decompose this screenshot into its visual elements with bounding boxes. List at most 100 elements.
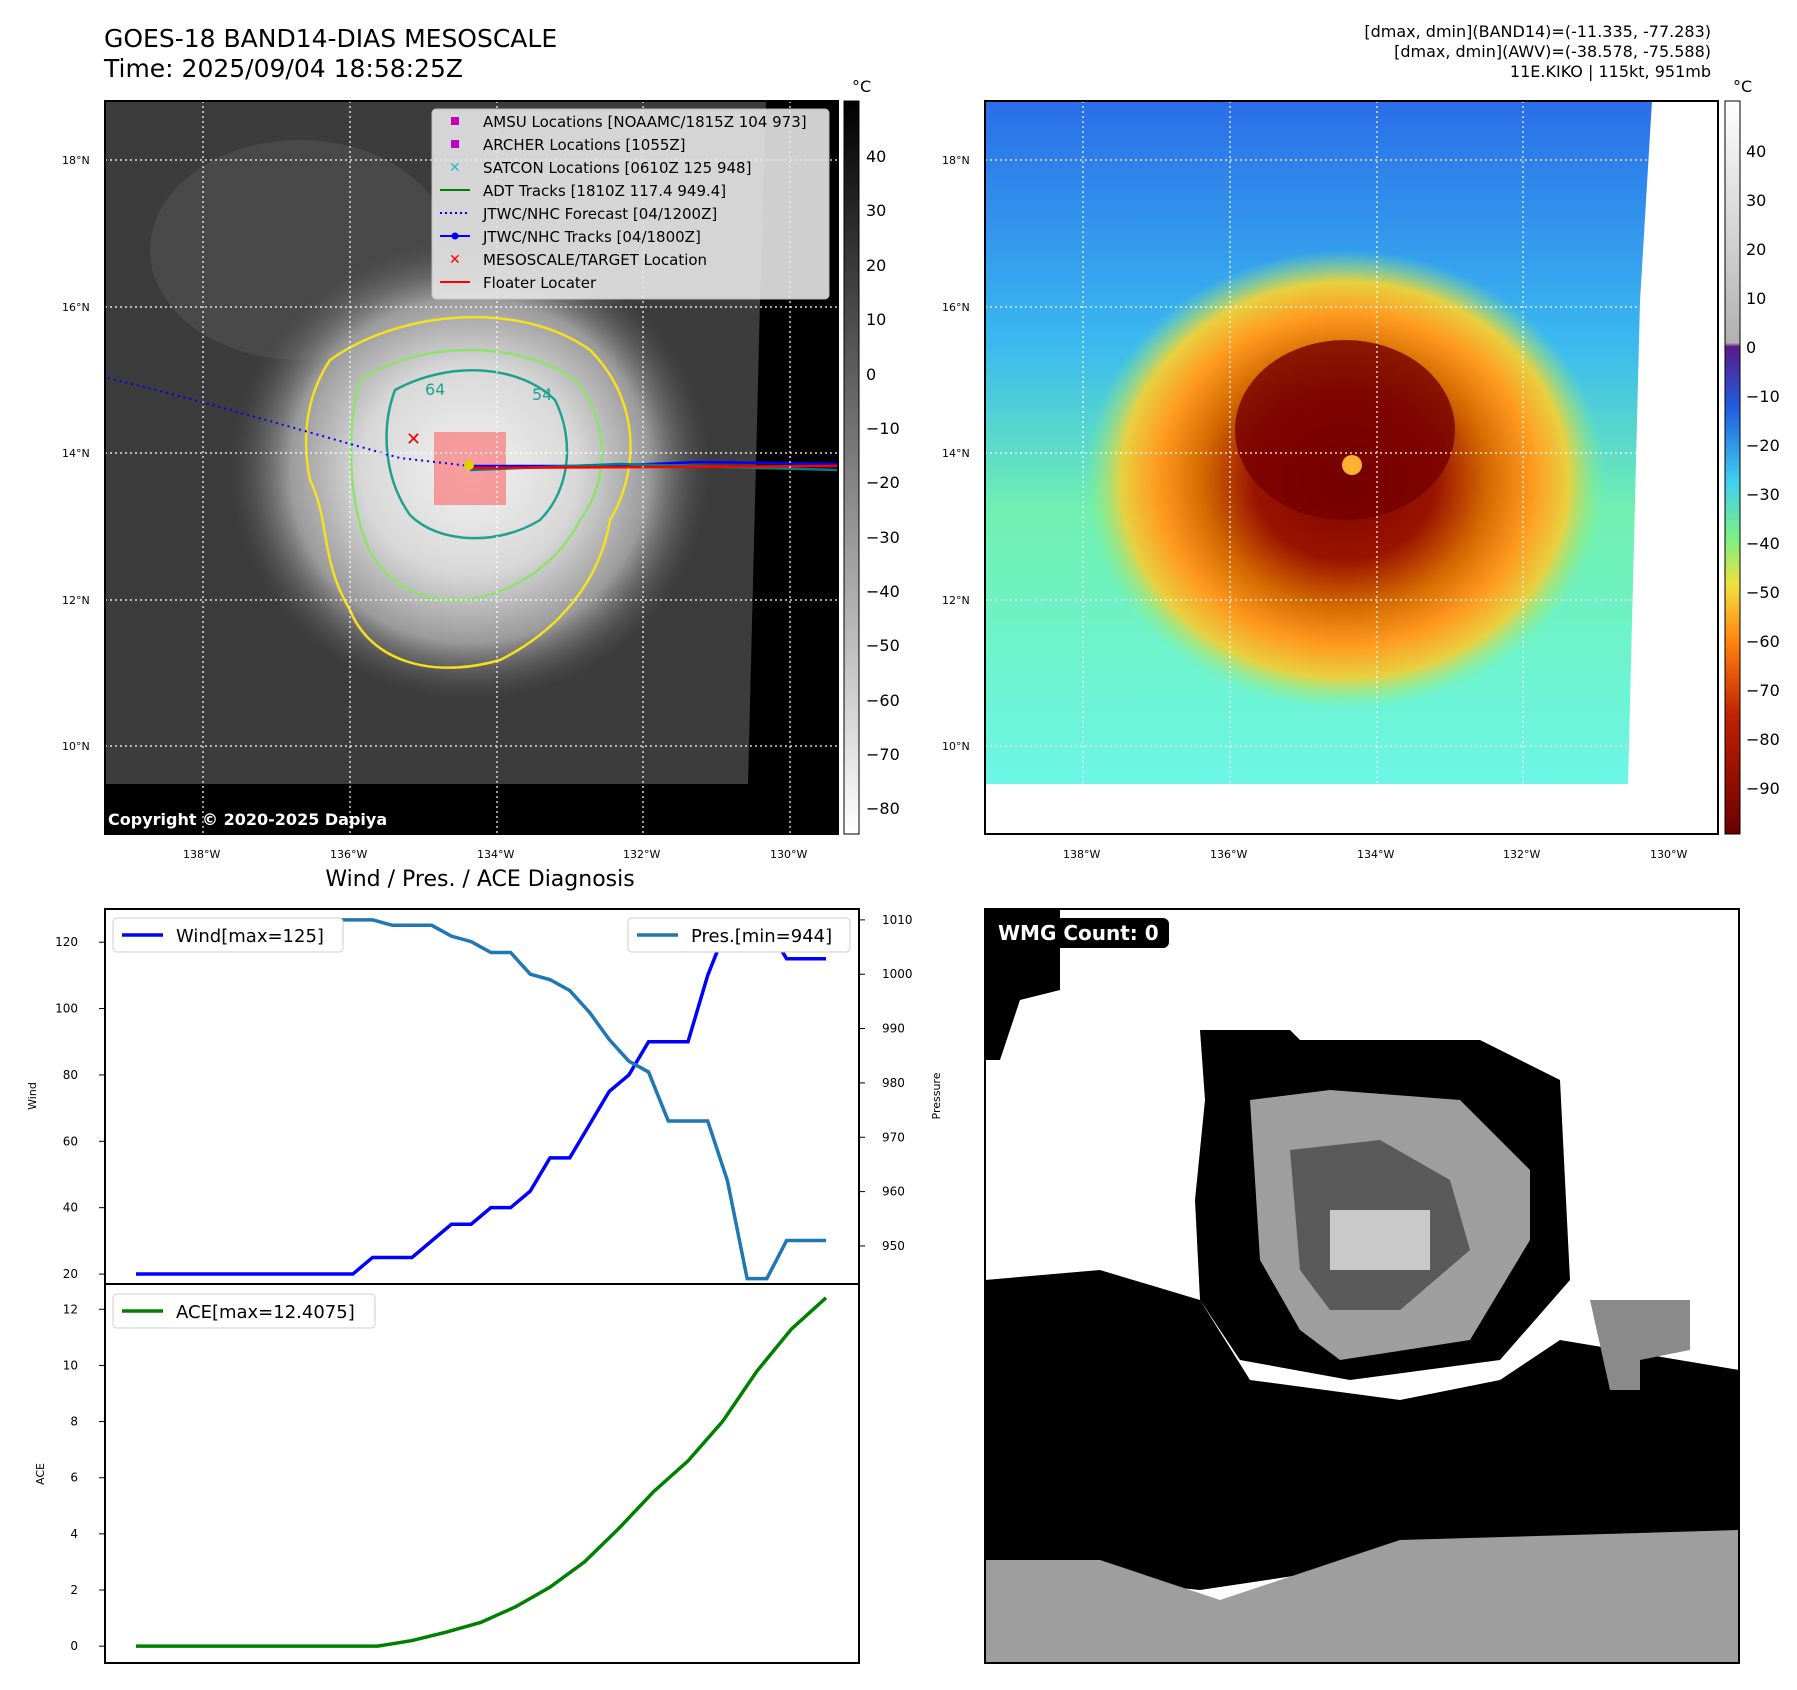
colorbar-tick: −10 (866, 419, 900, 438)
legend-label-jtwc: JTWC/NHC Tracks [04/1800Z] (482, 228, 701, 246)
wmg-light-core (1330, 1210, 1430, 1270)
floater-track (469, 464, 838, 470)
ace-series-line (136, 1296, 828, 1648)
colorbar-tick: 20 (1746, 240, 1766, 259)
colorbar-tick: −20 (866, 473, 900, 492)
lat-label: 18°N (942, 154, 970, 167)
colorbar-tick: −50 (866, 636, 900, 655)
wind-legend-label: Wind[max=125] (176, 926, 324, 947)
wind-tick-label: 20 (63, 1267, 78, 1281)
legend-marker-archer (451, 140, 459, 148)
gray-colorbar-ticks: 40 30 20 10 0 −10 −20 −30 −40 −50 −60 −7… (866, 147, 900, 818)
pressure-tick-label: 1000 (882, 967, 913, 981)
colorbar-tick: −10 (1746, 387, 1780, 406)
lon-label: 136°W (330, 848, 367, 861)
storm-center (464, 460, 474, 470)
ace-tick-label: 6 (70, 1471, 78, 1485)
ace-plot-area (104, 1283, 860, 1664)
colorbar-tick: 30 (866, 201, 886, 220)
colorbar-tick: −80 (866, 799, 900, 818)
legend-marker-satcon: ✕ (449, 160, 461, 176)
wmg-black-region (985, 1270, 1739, 1590)
pressure-legend: Pres.[min=944] (627, 917, 851, 953)
ace-legend-label: ACE[max=12.4075] (176, 1302, 355, 1323)
legend-label-adt: ADT Tracks [1810Z 117.4 949.4] (483, 182, 726, 200)
legend-marker-amsu (451, 117, 459, 125)
lon-label: 134°W (477, 848, 514, 861)
gray-colorbar (843, 100, 860, 835)
pressure-tick-label: 990 (882, 1022, 905, 1036)
wind-tick-label: 100 (55, 1002, 78, 1016)
colorbar-tick: 40 (866, 147, 886, 166)
wind-tick-label: 60 (63, 1134, 78, 1148)
wmg-gray-region (1590, 1300, 1690, 1390)
ir-map-frame (104, 100, 839, 835)
pressure-legend-label: Pres.[min=944] (691, 926, 832, 947)
wmg-frame (984, 908, 1740, 1664)
colorbar-tick: −40 (866, 582, 900, 601)
legend-label-target: MESOSCALE/TARGET Location (483, 251, 707, 269)
wind-y-ticks: 20 40 60 80 100 120 (55, 935, 105, 1281)
lon-label: 132°W (1503, 848, 1540, 861)
target-marker: ✕ (406, 429, 421, 450)
colorbar-tick: −90 (1746, 779, 1780, 798)
colorbar-tick: −70 (1746, 681, 1780, 700)
legend-label-satcon: SATCON Locations [0610Z 125 948] (483, 159, 751, 177)
pressure-tick-label: 960 (882, 1185, 905, 1199)
ace-tick-label: 4 (70, 1527, 78, 1541)
color-map-frame (984, 100, 1719, 835)
storm-eye (1342, 455, 1362, 475)
contour-yellow (304, 315, 632, 669)
contour-label-54: 54 (532, 385, 552, 404)
ace-y-ticks: 0 2 4 6 8 10 12 (63, 1302, 105, 1653)
wind-tick-label: 120 (55, 935, 78, 949)
title-line-1: GOES-18 BAND14-DIAS MESOSCALE (104, 24, 558, 53)
lat-label: 12°N (942, 594, 970, 607)
map-legend: ✕ ✕ AMSU Locations [NOAAMC/1815Z 104 973… (431, 108, 830, 300)
colorbar-tick: 30 (1746, 191, 1766, 210)
pressure-axis-label: Pressure (930, 1072, 943, 1119)
ir-map-axis-labels: 18°N 16°N 14°N 12°N 10°N 138°W 136°W 134… (62, 154, 807, 861)
color-map-panel (985, 101, 1718, 834)
lon-label: 138°W (1063, 848, 1100, 861)
lon-label: 132°W (623, 848, 660, 861)
ace-axis-label: ACE (34, 1463, 47, 1485)
lon-label: 130°W (770, 848, 807, 861)
wind-legend: Wind[max=125] (112, 917, 344, 953)
legend-label-amsu: AMSU Locations [NOAAMC/1815Z 104 973] (483, 113, 807, 131)
colorbar-tick: −80 (1746, 730, 1780, 749)
lon-label: 136°W (1210, 848, 1247, 861)
lat-label: 18°N (62, 154, 90, 167)
ace-legend: ACE[max=12.4075] (112, 1293, 376, 1329)
color-map-axis-labels: 18°N 16°N 14°N 12°N 10°N 138°W 136°W 134… (942, 154, 1687, 861)
colorbar-tick: −60 (866, 691, 900, 710)
copyright-text: Copyright © 2020-2025 Dapiya (108, 810, 388, 829)
title-line-2: Time: 2025/09/04 18:58:25Z (104, 54, 463, 83)
colorbar-tick: 40 (1746, 142, 1766, 161)
wmg-panel (984, 908, 1740, 1664)
colorbar-tick: 10 (866, 310, 886, 329)
lon-label: 130°W (1650, 848, 1687, 861)
ace-tick-label: 2 (70, 1583, 78, 1597)
wind-axis-label: Wind (26, 1082, 39, 1110)
color-colorbar (1724, 100, 1741, 835)
lat-label: 14°N (942, 447, 970, 460)
lat-label: 10°N (62, 740, 90, 753)
figure-title: GOES-18 BAND14-DIAS MESOSCALE Time: 2025… (104, 24, 557, 84)
lon-label: 134°W (1357, 848, 1394, 861)
contour-label-64: 64 (425, 380, 445, 399)
color-colorbar-ticks: 40 30 20 10 0 −10 −20 −30 −40 −50 −60 −7… (1746, 142, 1780, 798)
lat-label: 12°N (62, 594, 90, 607)
ace-tick-label: 12 (63, 1302, 78, 1316)
stats-line-2: [dmax, dmin](AWV)=(-38.578, -75.588) (1394, 42, 1711, 61)
storm-core (1235, 340, 1455, 520)
lat-label: 16°N (942, 301, 970, 314)
wind-series-line (136, 923, 826, 1276)
stats-line-1: [dmax, dmin](BAND14)=(-11.335, -77.283) (1364, 22, 1711, 41)
colorbar-tick: −20 (1746, 436, 1780, 455)
lat-label: 10°N (942, 740, 970, 753)
wmg-count-badge: WMG Count: 0 (988, 918, 1169, 948)
colorbar-tick: −60 (1746, 632, 1780, 651)
contour-light-green (349, 348, 604, 602)
gray-colorbar-unit: °C (852, 77, 871, 96)
